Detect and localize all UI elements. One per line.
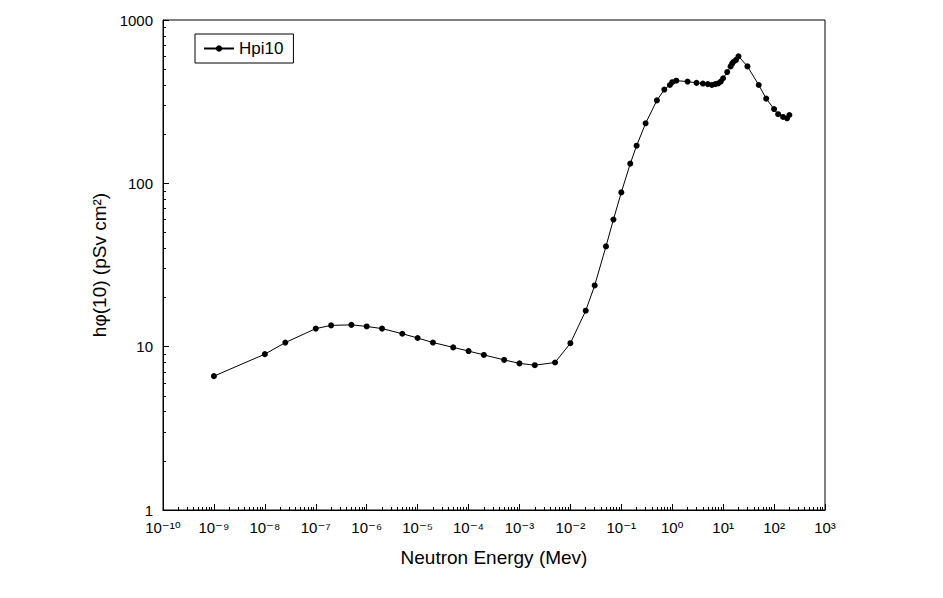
svg-text:10⁻²: 10⁻²	[556, 519, 586, 536]
svg-text:10⁻⁵: 10⁻⁵	[402, 519, 433, 536]
svg-text:1000: 1000	[120, 12, 153, 29]
svg-text:10²: 10²	[763, 519, 785, 536]
svg-text:10⁻⁷: 10⁻⁷	[301, 519, 331, 536]
svg-text:10⁻¹: 10⁻¹	[607, 519, 637, 536]
svg-text:10³: 10³	[814, 519, 836, 536]
svg-text:10⁰: 10⁰	[661, 519, 684, 536]
svg-text:10⁻³: 10⁻³	[505, 519, 535, 536]
svg-text:10⁻⁹: 10⁻⁹	[198, 519, 229, 536]
svg-text:10⁻⁴: 10⁻⁴	[453, 519, 484, 536]
svg-text:10⁻¹⁰: 10⁻¹⁰	[145, 519, 181, 536]
svg-text:Neutron Energy (Mev): Neutron Energy (Mev)	[401, 547, 588, 568]
svg-text:10: 10	[136, 338, 153, 355]
svg-text:Hpi10: Hpi10	[239, 39, 283, 58]
svg-text:1: 1	[145, 502, 153, 519]
svg-text:100: 100	[128, 175, 153, 192]
svg-text:10⁻⁶: 10⁻⁶	[351, 519, 382, 536]
svg-text:10¹: 10¹	[712, 519, 734, 536]
svg-text:hφ(10) (pSv cm²): hφ(10) (pSv cm²)	[89, 193, 110, 337]
svg-text:10⁻⁸: 10⁻⁸	[249, 519, 280, 536]
